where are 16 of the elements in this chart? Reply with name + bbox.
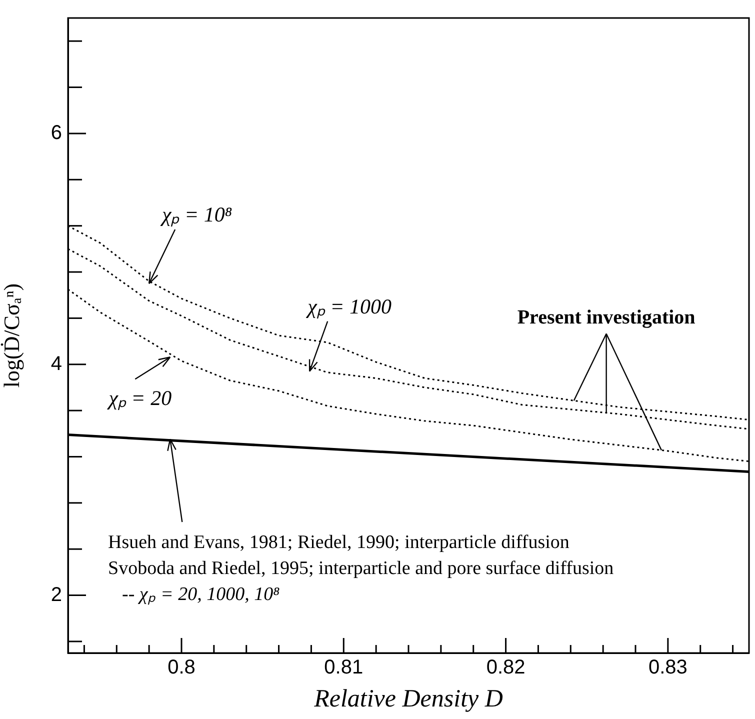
annotation: χₚ = 10⁸ (160, 202, 232, 228)
y-axis-title: log(Ḋ/Cσₐⁿ) (0, 283, 24, 388)
annotation: -- χₚ = 20, 1000, 10⁸ (122, 584, 280, 605)
annotation: χₚ = 1000 (306, 294, 392, 320)
y-tick-label: 6 (50, 122, 62, 144)
x-axis-title: Relative Density D (313, 686, 503, 713)
annotation: Hsueh and Evans, 1981; Riedel, 1990; interparticle diffusion (108, 532, 570, 553)
x-tick-label: 0.82 (486, 656, 526, 679)
annotation: χₚ = 20 (106, 386, 172, 412)
y-tick-label: 4 (50, 352, 62, 375)
x-tick-label: 0.83 (648, 656, 688, 679)
x-tick-label: 0.81 (324, 656, 364, 679)
annotation: Present investigation (517, 306, 696, 329)
y-tick-label: 2 (50, 584, 62, 606)
x-tick-label: 0.8 (168, 656, 196, 679)
annotation: Svoboda and Riedel, 1995; interparticle and pore surface diffusion (108, 558, 614, 579)
